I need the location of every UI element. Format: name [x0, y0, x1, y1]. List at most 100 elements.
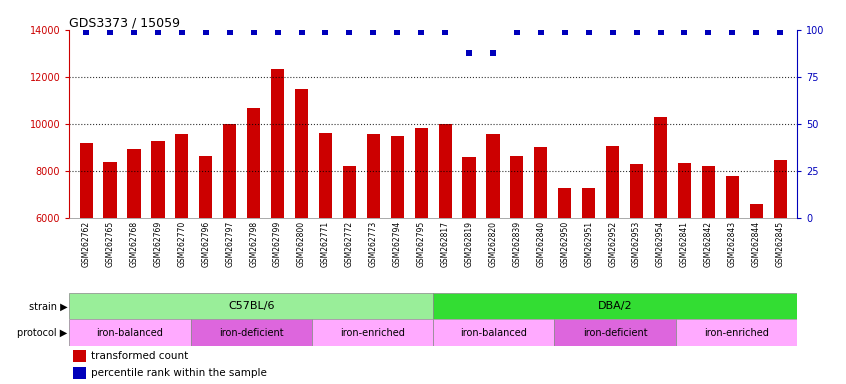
Bar: [433, 319, 554, 346]
Bar: [463, 157, 475, 218]
Text: GSM262843: GSM262843: [728, 221, 737, 267]
Bar: [247, 108, 261, 218]
Point: [343, 29, 356, 35]
Bar: [175, 134, 189, 218]
Text: iron-balanced: iron-balanced: [460, 328, 527, 338]
Bar: [223, 124, 236, 218]
Point: [151, 29, 165, 35]
Point: [678, 29, 691, 35]
Point: [415, 29, 428, 35]
Bar: [319, 132, 332, 218]
Bar: [271, 69, 284, 218]
Point: [701, 29, 715, 35]
Point: [773, 29, 787, 35]
Text: GSM262951: GSM262951: [585, 221, 593, 267]
Point: [462, 50, 475, 56]
Point: [294, 29, 308, 35]
Bar: [73, 367, 86, 379]
Point: [223, 29, 237, 35]
Point: [247, 29, 261, 35]
Point: [103, 29, 117, 35]
Bar: [80, 143, 93, 218]
Text: GSM262844: GSM262844: [752, 221, 761, 267]
Text: GSM262820: GSM262820: [488, 221, 497, 267]
Bar: [312, 319, 433, 346]
Text: C57BL/6: C57BL/6: [228, 301, 274, 311]
Text: GSM262797: GSM262797: [225, 221, 234, 267]
Point: [629, 29, 643, 35]
Bar: [190, 319, 312, 346]
Text: iron-deficient: iron-deficient: [583, 328, 647, 338]
Bar: [535, 147, 547, 218]
Text: percentile rank within the sample: percentile rank within the sample: [91, 368, 267, 378]
Bar: [69, 319, 190, 346]
Bar: [199, 156, 212, 218]
Text: DBA/2: DBA/2: [598, 301, 632, 311]
Bar: [366, 134, 380, 218]
Text: GSM262800: GSM262800: [297, 221, 306, 267]
Bar: [415, 128, 428, 218]
Text: GSM262954: GSM262954: [656, 221, 665, 267]
Text: iron-enriched: iron-enriched: [340, 328, 405, 338]
Text: strain ▶: strain ▶: [29, 301, 68, 311]
Point: [175, 29, 189, 35]
Text: GSM262795: GSM262795: [417, 221, 426, 267]
Text: GSM262794: GSM262794: [393, 221, 402, 267]
Text: GSM262841: GSM262841: [680, 221, 689, 267]
Text: GSM262762: GSM262762: [81, 221, 91, 267]
Bar: [128, 149, 140, 218]
Text: GSM262769: GSM262769: [153, 221, 162, 267]
Text: GSM262842: GSM262842: [704, 221, 713, 267]
Point: [606, 29, 619, 35]
Text: GSM262953: GSM262953: [632, 221, 641, 267]
Text: GSM262798: GSM262798: [250, 221, 258, 267]
Text: GSM262773: GSM262773: [369, 221, 378, 267]
Text: GSM262765: GSM262765: [106, 221, 114, 267]
Text: GSM262768: GSM262768: [129, 221, 139, 267]
Text: GSM262950: GSM262950: [560, 221, 569, 267]
Point: [319, 29, 332, 35]
Bar: [391, 136, 404, 218]
Point: [726, 29, 739, 35]
Text: GSM262796: GSM262796: [201, 221, 211, 267]
Point: [438, 29, 452, 35]
Bar: [433, 293, 797, 319]
Text: GSM262799: GSM262799: [273, 221, 282, 267]
Text: iron-enriched: iron-enriched: [704, 328, 769, 338]
Bar: [558, 188, 571, 218]
Text: GSM262840: GSM262840: [536, 221, 546, 267]
Point: [582, 29, 596, 35]
Point: [199, 29, 212, 35]
Bar: [606, 146, 619, 218]
Bar: [678, 163, 691, 218]
Bar: [73, 350, 86, 362]
Bar: [554, 319, 676, 346]
Point: [127, 29, 140, 35]
Point: [534, 29, 547, 35]
Point: [366, 29, 380, 35]
Text: iron-balanced: iron-balanced: [96, 328, 163, 338]
Point: [750, 29, 763, 35]
Text: protocol ▶: protocol ▶: [18, 328, 68, 338]
Bar: [654, 118, 667, 218]
Text: GSM262839: GSM262839: [513, 221, 521, 267]
Text: GSM262771: GSM262771: [321, 221, 330, 267]
Bar: [103, 162, 117, 218]
Bar: [676, 319, 797, 346]
Point: [486, 50, 500, 56]
Text: transformed count: transformed count: [91, 351, 189, 361]
Bar: [702, 166, 715, 218]
Bar: [69, 293, 433, 319]
Bar: [510, 156, 524, 218]
Text: GDS3373 / 15059: GDS3373 / 15059: [69, 16, 180, 29]
Text: GSM262952: GSM262952: [608, 221, 617, 267]
Point: [271, 29, 284, 35]
Bar: [151, 141, 164, 218]
Bar: [343, 166, 356, 218]
Point: [80, 29, 93, 35]
Bar: [726, 176, 739, 218]
Point: [654, 29, 667, 35]
Text: iron-deficient: iron-deficient: [219, 328, 283, 338]
Point: [391, 29, 404, 35]
Point: [510, 29, 524, 35]
